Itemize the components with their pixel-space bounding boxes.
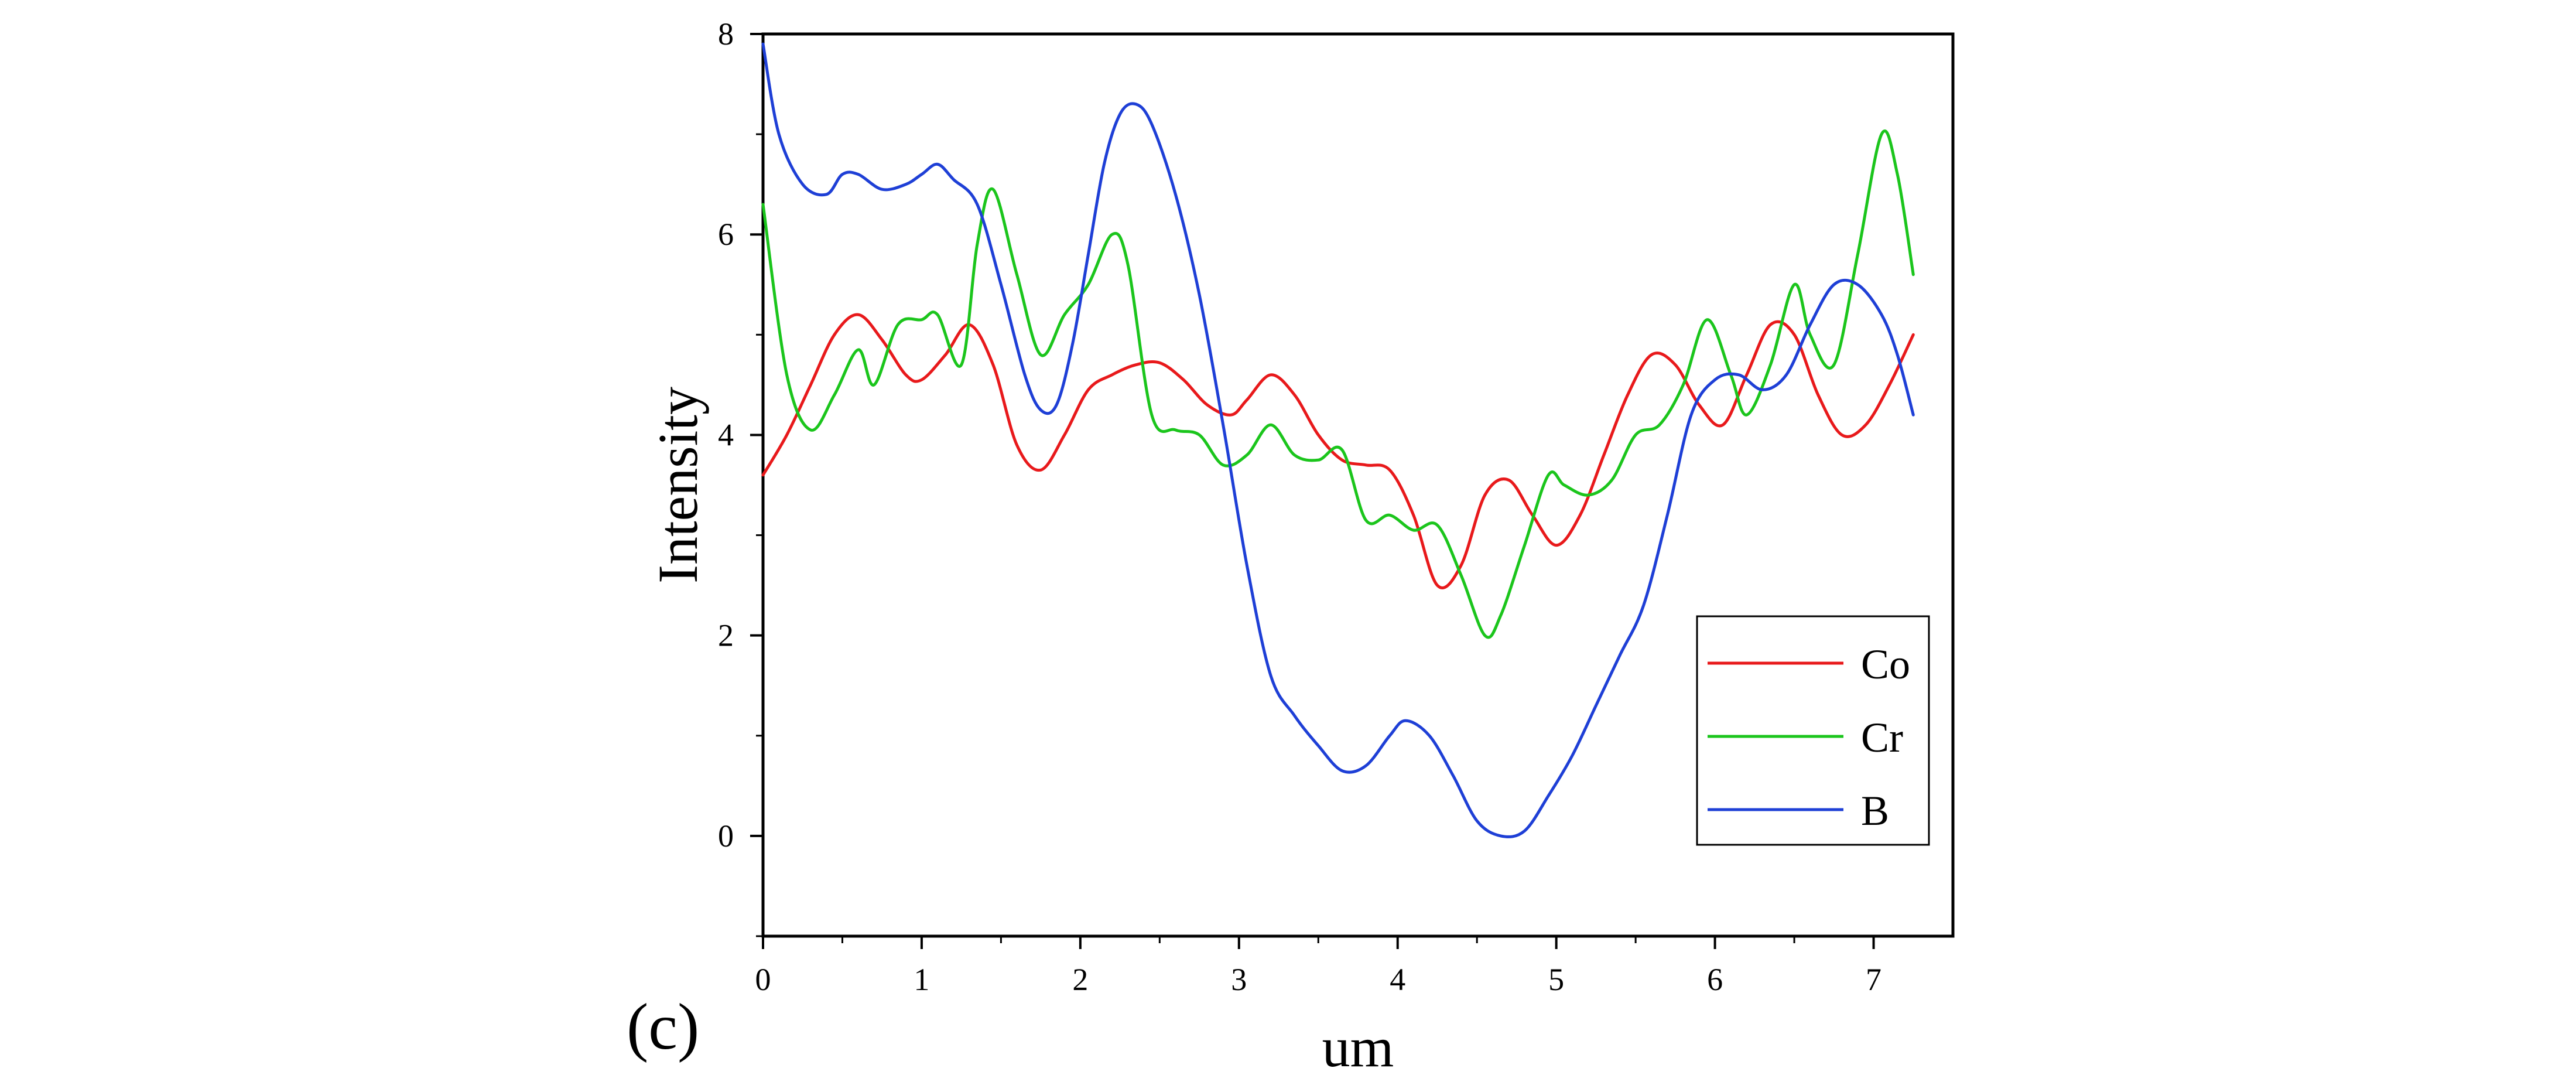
x-tick-label: 3 (1231, 962, 1247, 997)
x-tick-label: 2 (1072, 962, 1088, 997)
y-tick-label: 8 (718, 16, 734, 52)
y-tick-label: 6 (718, 217, 734, 252)
x-tick-label: 5 (1548, 962, 1564, 997)
x-axis-title: um (1322, 1016, 1394, 1079)
y-axis-ticks: 0 2 4 6 8 (718, 16, 763, 937)
x-axis-ticks: 0 1 2 3 4 5 6 7 (755, 936, 1881, 997)
legend-box (1696, 615, 1930, 846)
panel-label: (c) (627, 991, 699, 1063)
legend-label-cr: Cr (1861, 714, 1903, 761)
legend: Co Cr B (1696, 615, 1930, 846)
y-tick-label: 4 (718, 417, 734, 452)
x-tick-label: 7 (1866, 962, 1881, 997)
series-line-b (761, 42, 1915, 838)
x-tick-label: 1 (914, 962, 929, 997)
x-tick-label: 6 (1707, 962, 1723, 997)
x-tick-label: 0 (755, 962, 771, 997)
legend-label-co: Co (1861, 641, 1910, 688)
x-tick-label: 4 (1390, 962, 1405, 997)
y-tick-label: 2 (718, 618, 734, 653)
plot-frame (761, 32, 1955, 938)
y-axis-title: Intensity (646, 387, 709, 583)
legend-label-b: B (1861, 787, 1889, 834)
series-line-cr (761, 129, 1915, 639)
series-group (761, 42, 1915, 838)
series-line-co (761, 313, 1915, 589)
legend-items: Co Cr B (1708, 641, 1910, 834)
y-tick-label: 0 (718, 818, 734, 854)
